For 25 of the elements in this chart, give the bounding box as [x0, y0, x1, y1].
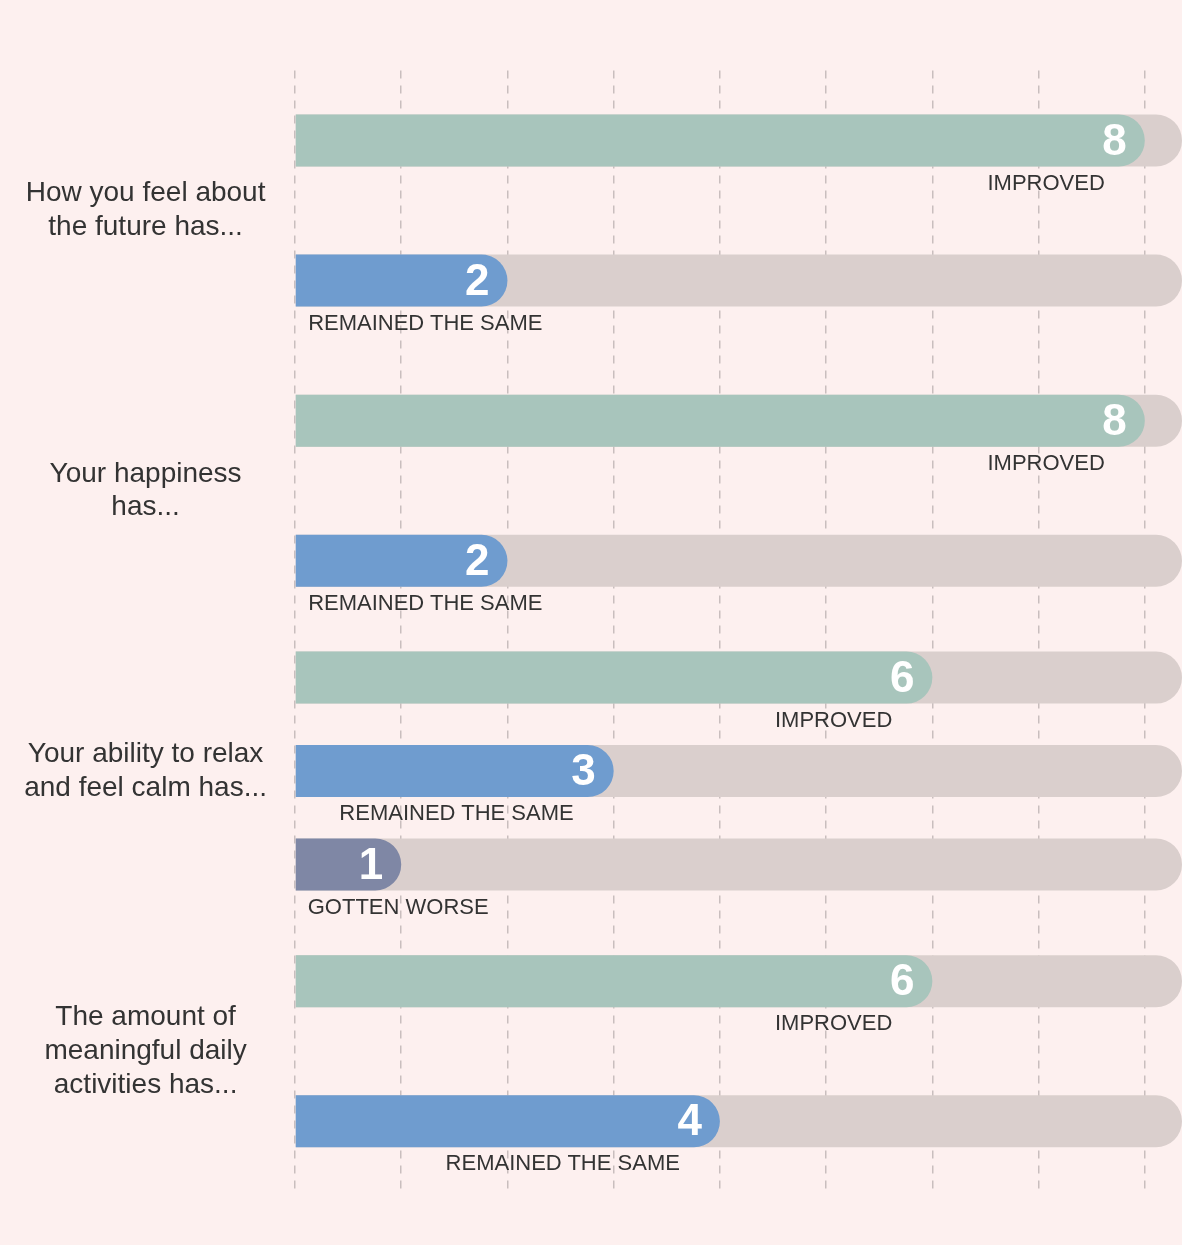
series-label: REMAINED THE SAME: [308, 589, 543, 615]
series-label: GOTTEN WORSE: [307, 893, 489, 919]
data-label: 2: [464, 254, 490, 304]
text: IMPROVED: [987, 449, 1105, 475]
series-label: IMPROVED: [775, 706, 893, 732]
data-label: 4: [677, 1095, 703, 1145]
bar: [295, 534, 508, 587]
data-label: 6: [889, 651, 915, 701]
bar: [295, 254, 508, 307]
bar: [295, 838, 402, 891]
text: REMAINED THE SAME: [339, 800, 574, 826]
data-label: 8: [1102, 394, 1127, 444]
text: REMAINED THE SAME: [308, 309, 543, 335]
text: REMAINED THE SAME: [445, 1150, 680, 1176]
y-tick-label: Your ability to relax and feel calm has...: [24, 736, 268, 802]
data-label: 3: [571, 745, 596, 795]
data-label: 2: [464, 534, 490, 584]
data-label: 6: [889, 955, 915, 1005]
y-tick-label: Your happiness has...: [49, 456, 242, 522]
data-label: 8: [1102, 114, 1127, 164]
y-tick-label: The amount of meaningful daily activities has...: [44, 1000, 247, 1099]
data-label: 1: [358, 838, 384, 888]
y-tick-label: How you feel about the future has...: [25, 176, 266, 242]
text: IMPROVED: [775, 1010, 893, 1036]
text: IMPROVED: [987, 169, 1105, 195]
